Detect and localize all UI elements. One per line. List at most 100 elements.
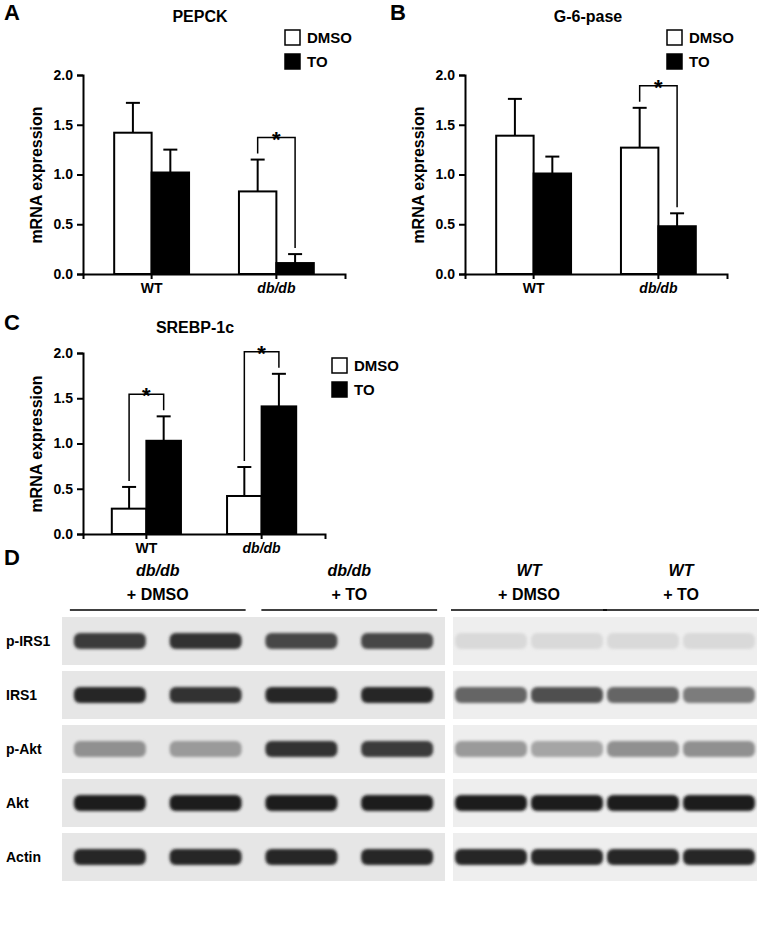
error-bar [272,374,286,407]
error-bar-stem [169,150,171,173]
y-tick-label: 0.5 [54,481,74,497]
panel-label: D [4,545,20,570]
x-axis: WTdb/db [84,534,326,556]
legend-label: TO [689,53,710,70]
group-underline [70,609,246,611]
x-tick-label: WT [523,280,545,296]
group-treatment: + DMSO [127,586,189,603]
x-tick-mark [261,534,263,539]
blot-band [170,741,242,757]
y-axis: 0.00.51.01.52.0 [54,345,84,542]
blot-band [531,687,603,703]
y-tick-mark [77,398,83,400]
significance: * [244,341,279,461]
group-treatment: + TO [331,586,367,603]
significance-bracket [258,138,295,249]
significance-bracket [244,352,279,461]
y-tick-mark [77,534,83,536]
blot-band [531,741,603,757]
group-genotype: WT [669,562,695,579]
blot-band [361,795,433,811]
blot-strip [62,671,445,719]
y-tick-mark [459,75,465,77]
significance: * [258,127,295,249]
blot-strip [62,833,445,881]
y-tick-label: 0.0 [54,526,74,542]
legend: DMSOTO [667,29,734,70]
x-tick-label: WT [141,280,163,296]
error-bar-cap [163,149,177,151]
error-bar-cap [122,486,136,488]
axis-line [84,535,326,540]
error-bar-stem [128,487,130,509]
y-tick: 0.5 [436,216,465,232]
x-tick: db/db [639,274,678,296]
y-tick-mark [459,124,465,126]
y-tick: 2.0 [436,67,465,83]
y-tick-mark [459,274,465,276]
blot-band [683,741,755,757]
blot-strip [453,779,757,827]
blot-band [531,633,603,649]
panel-label: A [4,0,20,25]
blot-strip [453,671,757,719]
blot-row: p-Akt [6,725,757,773]
row-label: p-IRS1 [6,633,51,649]
error-bar-stem [243,467,245,496]
error-bar [126,103,140,133]
group-treatment: + TO [663,586,699,603]
blot-band [265,849,337,865]
legend-label: TO [354,381,375,398]
blot-band [265,795,337,811]
error-bar [545,157,559,174]
y-tick: 0.0 [436,266,465,282]
y-tick-label: 0.0 [54,266,74,282]
row-label: Akt [6,795,29,811]
y-tick-label: 0.5 [436,216,456,232]
group-genotype: db/db [327,562,371,579]
group-underline [451,609,607,611]
y-tick-mark [77,224,83,226]
blot-band [455,795,527,811]
row-label: p-Akt [6,741,42,757]
axis-line [459,76,466,275]
error-bar-cap [508,98,522,100]
x-tick: db/db [257,274,296,296]
y-tick-label: 0.0 [436,266,456,282]
plot-area [114,103,314,274]
legend-swatch [332,382,347,397]
y-tick: 1.0 [54,166,83,182]
error-bar [670,213,684,226]
error-bar-stem [294,254,296,263]
blot-band [361,741,433,757]
bar [146,441,181,534]
error-bar-stem [163,416,165,440]
bar [152,173,189,274]
error-bar [122,487,136,509]
bar [276,263,313,274]
x-tick: WT [523,274,545,296]
blot-band [455,633,527,649]
bar [227,496,262,534]
plot-area [112,374,296,534]
row-label: IRS1 [6,687,37,703]
error-bar [163,150,177,173]
y-tick: 2.0 [54,67,83,83]
axis-line [77,76,84,275]
y-tick: 0.5 [54,481,83,497]
error-bar-stem [514,99,516,136]
y-tick-label: 1.0 [54,435,74,451]
y-axis-title: mRNA expression [28,375,45,512]
y-tick: 1.0 [436,166,465,182]
bar [112,509,147,534]
axis-line [466,275,728,280]
blot-band [265,687,337,703]
blot-row: Akt [6,779,757,827]
significance: * [640,75,677,207]
group-genotype: WT [517,562,543,579]
bar [114,133,151,274]
blot-band [170,633,242,649]
y-tick: 0.0 [54,266,83,282]
significance-label: * [272,127,281,152]
blot-strip [62,617,445,665]
